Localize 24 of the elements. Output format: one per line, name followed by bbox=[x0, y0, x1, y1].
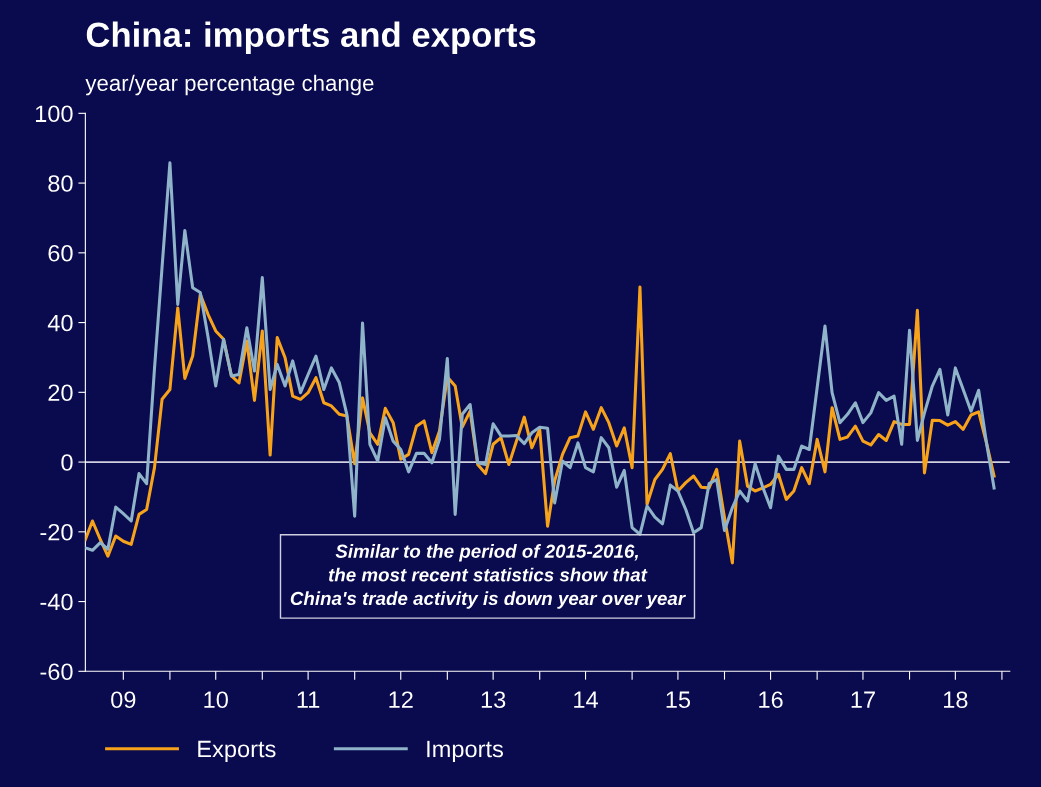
x-tick-label: 15 bbox=[666, 691, 691, 709]
y-tick-label: 0 bbox=[61, 454, 73, 471]
x-tick-label: 14 bbox=[574, 691, 598, 708]
x-tick-label: 13 bbox=[481, 691, 506, 709]
y-tick-label: -20 bbox=[40, 523, 73, 541]
y-tick-label: 100 bbox=[35, 105, 73, 123]
y-tick-label: 80 bbox=[48, 175, 73, 192]
legend-label: Imports bbox=[427, 740, 503, 762]
annotation: Similar to the period of 2015-2016, the most recent statistics show that China's trade activity is down year over year bbox=[290, 544, 686, 609]
x-tick-label: 12 bbox=[389, 691, 413, 708]
y-tick-label: -40 bbox=[40, 593, 73, 611]
y-tick-label: 40 bbox=[47, 314, 73, 332]
y-tick-label: 20 bbox=[48, 384, 73, 402]
x-tick-label: 18 bbox=[944, 691, 968, 709]
x-tick-label: 09 bbox=[111, 691, 136, 709]
y-axis-title: year/year percentage change bbox=[85, 74, 374, 96]
y-tick-label: 60 bbox=[48, 244, 73, 262]
x-tick-label: 17 bbox=[851, 691, 875, 708]
legend-label: Exports bbox=[198, 740, 276, 762]
chart-title: China: imports and exports bbox=[86, 21, 536, 54]
x-tick-label: 16 bbox=[759, 691, 783, 709]
x-tick-label: 10 bbox=[204, 691, 228, 709]
x-tick-label: 11 bbox=[297, 691, 320, 708]
y-tick-label: -60 bbox=[40, 663, 73, 681]
